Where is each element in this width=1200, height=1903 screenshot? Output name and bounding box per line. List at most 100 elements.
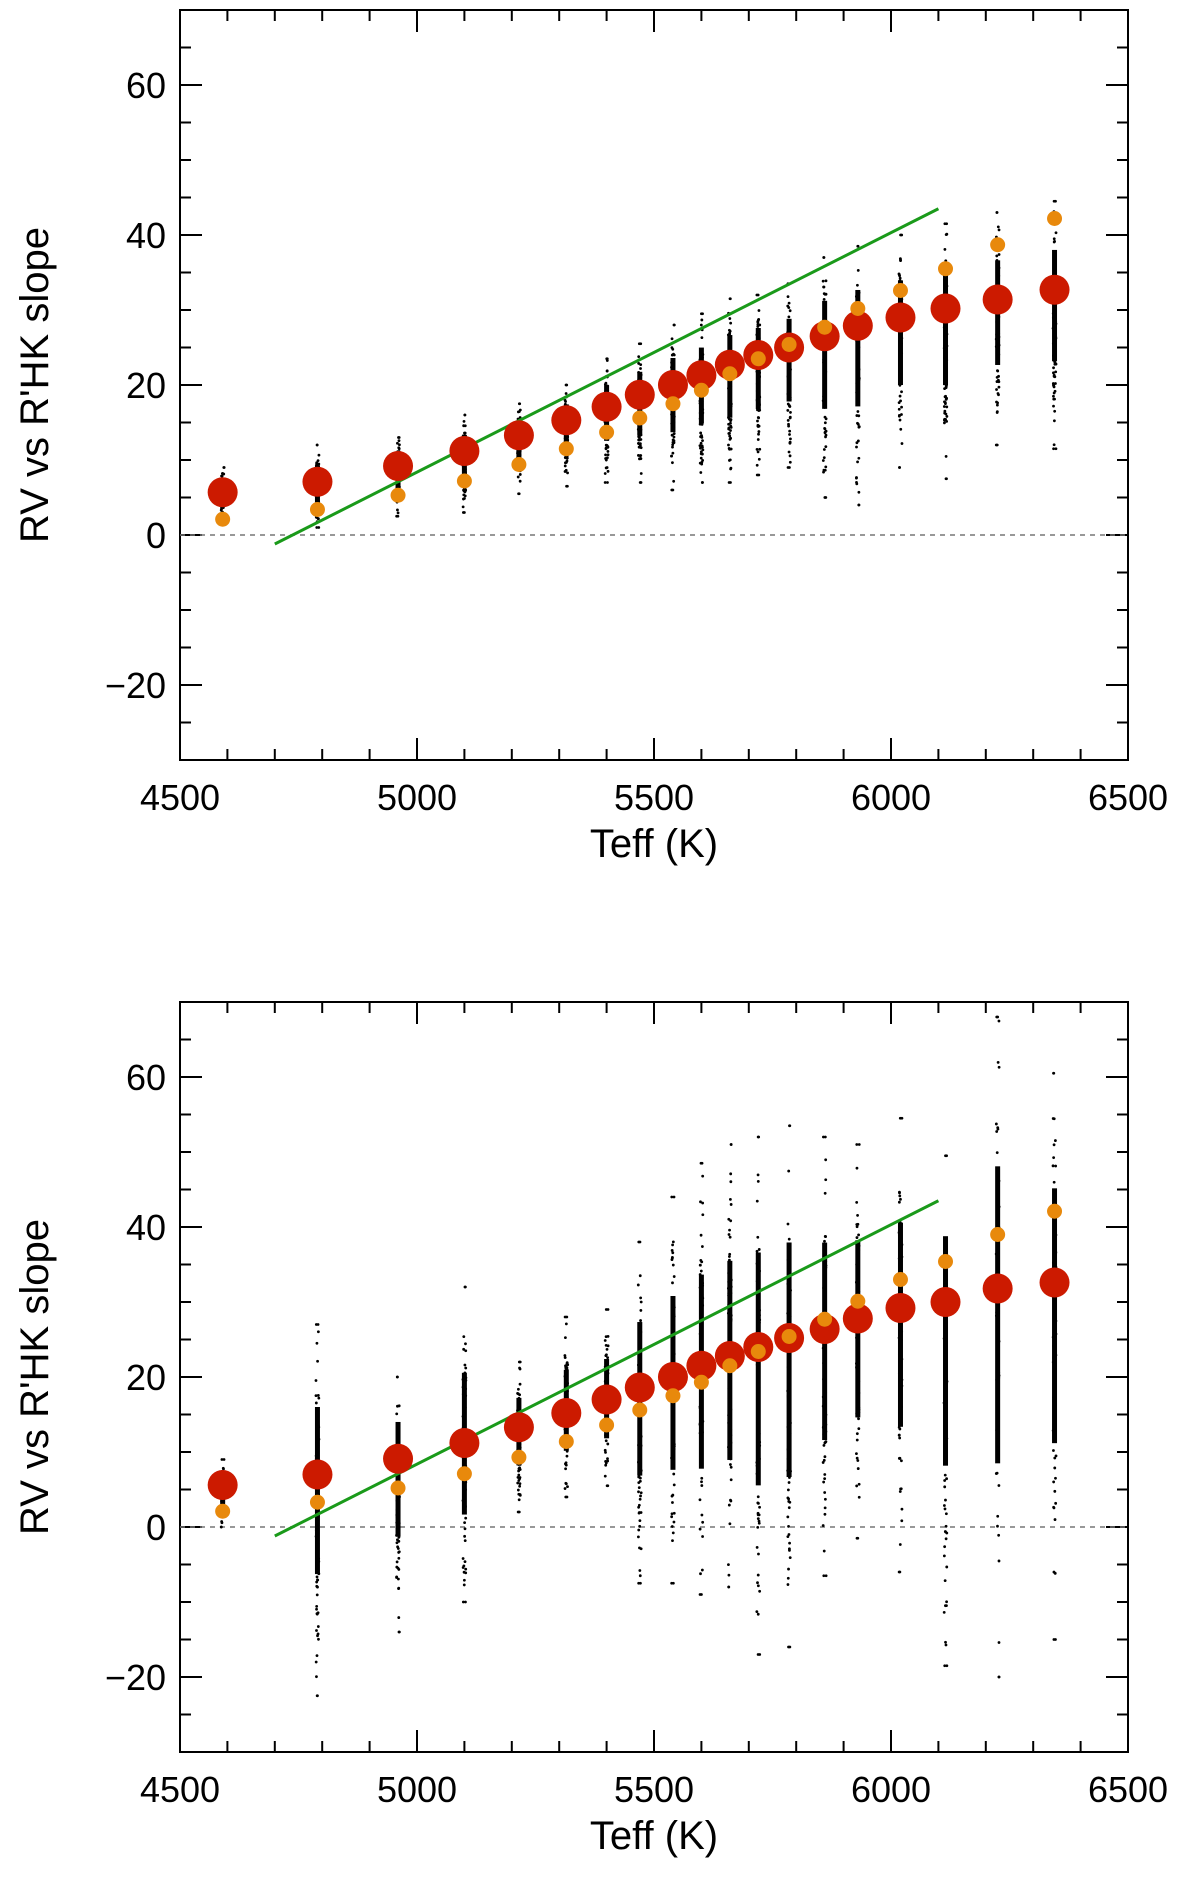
scatter-column bbox=[314, 1323, 321, 1698]
red-point bbox=[503, 420, 534, 451]
scatter-dot bbox=[315, 1604, 319, 1608]
scatter-dot bbox=[944, 380, 948, 384]
orange-point bbox=[750, 351, 766, 367]
scatter-dot bbox=[900, 1243, 904, 1246]
scatter-dot bbox=[728, 1453, 732, 1456]
scatter-dot bbox=[995, 211, 999, 214]
scatter-dot bbox=[997, 1019, 1001, 1023]
scatter-dot bbox=[219, 508, 223, 512]
scatter-dot bbox=[900, 297, 904, 301]
scatter-dot bbox=[855, 372, 859, 375]
scatter-core bbox=[314, 1407, 320, 1575]
scatter-dot bbox=[900, 336, 904, 340]
scatter-dot bbox=[637, 1340, 641, 1344]
scatter-dot bbox=[822, 1458, 826, 1462]
scatter-dot bbox=[461, 1392, 465, 1396]
y-tick-label: 20 bbox=[126, 365, 166, 406]
scatter-dot bbox=[672, 323, 676, 327]
scatter-dot bbox=[518, 453, 522, 457]
scatter-dot bbox=[729, 1317, 733, 1321]
scatter-column bbox=[994, 1015, 1001, 1679]
scatter-dot bbox=[857, 1290, 861, 1294]
scatter-dot bbox=[857, 1408, 860, 1411]
scatter-column bbox=[854, 1143, 861, 1540]
scatter-dot bbox=[786, 1282, 790, 1286]
scatter-core bbox=[897, 280, 903, 385]
scatter-dot bbox=[787, 1567, 790, 1571]
scatter-dot bbox=[899, 372, 903, 376]
scatter-dot bbox=[461, 505, 465, 509]
scatter-dot bbox=[564, 1481, 568, 1485]
red-point bbox=[842, 310, 873, 341]
scatter-dot bbox=[464, 1378, 468, 1382]
scatter-dot bbox=[787, 1356, 791, 1360]
scatter-dot bbox=[517, 1407, 521, 1410]
scatter-dot bbox=[1052, 397, 1056, 401]
red-point bbox=[657, 370, 688, 400]
scatter-dot bbox=[672, 420, 676, 424]
scatter-dot bbox=[1052, 1396, 1056, 1399]
scatter-dot bbox=[1054, 1332, 1058, 1336]
scatter-dot bbox=[786, 1365, 790, 1369]
scatter-dot bbox=[727, 1503, 731, 1507]
scatter-dot bbox=[518, 1484, 522, 1488]
scatter-dot bbox=[856, 1394, 860, 1398]
scatter-dot bbox=[786, 375, 790, 378]
scatter-dot bbox=[944, 1604, 947, 1608]
x-axis-label: Teff (K) bbox=[590, 1814, 718, 1858]
scatter-dot bbox=[856, 268, 860, 272]
scatter-dot bbox=[824, 496, 828, 499]
scatter-dot bbox=[758, 403, 761, 407]
scatter-dot bbox=[823, 1473, 827, 1476]
scatter-dot bbox=[461, 1557, 465, 1560]
scatter-dot bbox=[397, 1550, 401, 1554]
scatter-dot bbox=[671, 443, 675, 447]
scatter-dot bbox=[397, 446, 401, 450]
scatter-dot bbox=[900, 1255, 904, 1259]
scatter-dot bbox=[564, 1322, 568, 1326]
scatter-dot bbox=[788, 325, 792, 329]
scatter-dot bbox=[638, 1451, 642, 1455]
scatter-dot bbox=[727, 1413, 731, 1417]
scatter-dot bbox=[606, 1457, 609, 1461]
scatter-dot bbox=[639, 1581, 642, 1585]
scatter-dot bbox=[727, 1293, 731, 1297]
scatter-dot bbox=[898, 418, 902, 422]
scatter-dot bbox=[788, 1319, 792, 1323]
red-point bbox=[503, 1412, 534, 1443]
scatter-dot bbox=[727, 432, 731, 435]
scatter-dot bbox=[823, 1491, 827, 1494]
scatter-dot bbox=[944, 1643, 948, 1647]
scatter-dot bbox=[516, 475, 520, 479]
scatter-dot bbox=[638, 1357, 641, 1361]
scatter-dot bbox=[944, 1524, 948, 1528]
scatter-dot bbox=[898, 297, 902, 301]
red-point bbox=[302, 466, 333, 497]
scatter-dot bbox=[823, 1191, 827, 1195]
scatter-dot bbox=[1053, 239, 1056, 243]
scatter-dot bbox=[1054, 1476, 1057, 1480]
scatter-dot bbox=[823, 1235, 827, 1238]
scatter-dot bbox=[756, 320, 760, 323]
scatter-dot bbox=[728, 1384, 731, 1388]
scatter-dot bbox=[314, 1454, 318, 1458]
scatter-dot bbox=[463, 1534, 467, 1538]
scatter-dot bbox=[639, 457, 643, 461]
scatter-dot bbox=[823, 401, 827, 404]
scatter-dot bbox=[899, 343, 902, 346]
scatter-dot bbox=[786, 1425, 790, 1429]
scatter-dot bbox=[727, 1445, 730, 1449]
scatter-dot bbox=[729, 1285, 733, 1289]
scatter-dot bbox=[699, 1259, 703, 1262]
scatter-dot bbox=[397, 1521, 401, 1525]
scatter-dot bbox=[516, 1488, 520, 1492]
scatter-dot bbox=[516, 1392, 519, 1395]
scatter-dot bbox=[1052, 394, 1055, 398]
scatter-dot bbox=[315, 461, 319, 465]
scatter-core bbox=[1052, 249, 1058, 362]
scatter-dot bbox=[671, 1312, 675, 1316]
scatter-dot bbox=[824, 1178, 828, 1182]
scatter-dot bbox=[314, 1323, 318, 1326]
scatter-dot bbox=[729, 385, 733, 389]
y-tick-label: 0 bbox=[146, 515, 166, 556]
